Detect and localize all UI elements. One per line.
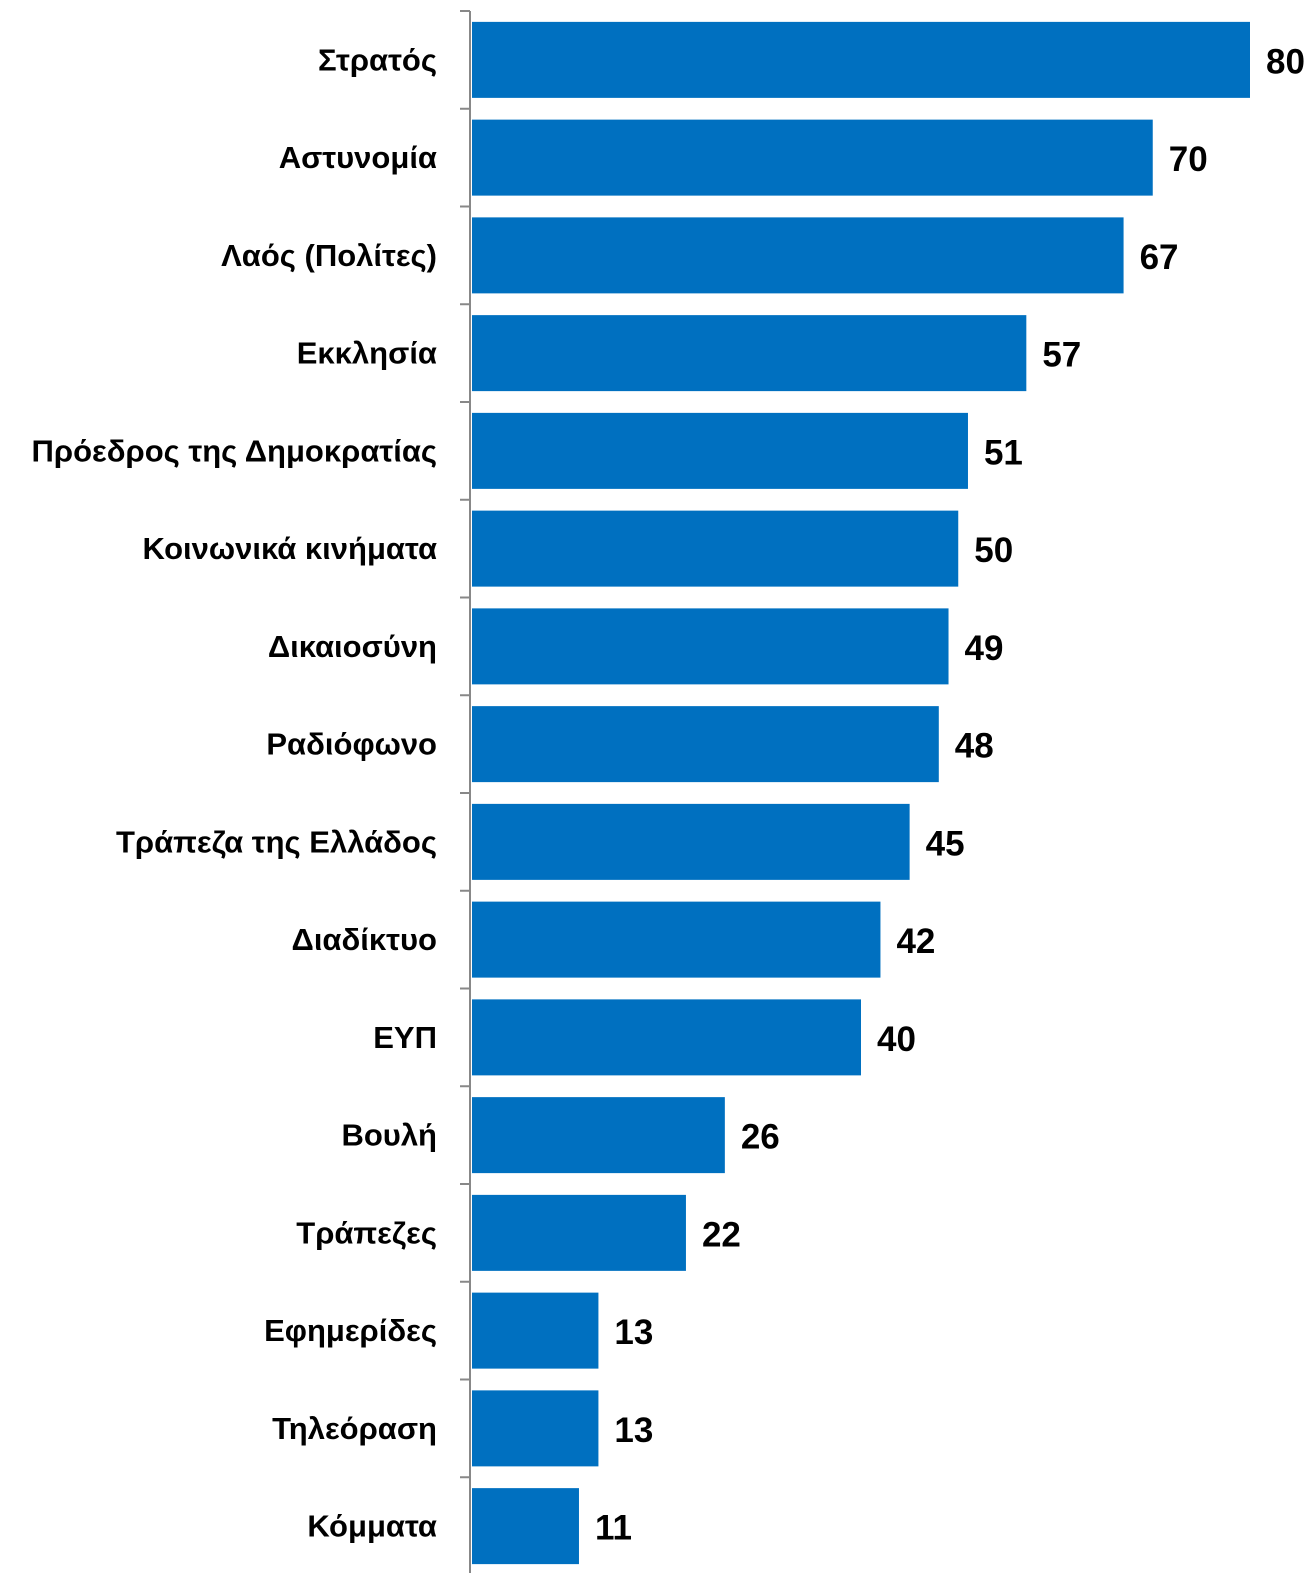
bar [472, 21, 1250, 98]
data-label: 70 [1169, 140, 1208, 179]
category-label: Βουλή [341, 1118, 437, 1153]
data-label: 26 [741, 1118, 780, 1157]
bar [472, 999, 861, 1076]
category-label: Λαός (Πολίτες) [221, 238, 437, 273]
labels-layer: Στρατός 80 Αστυνομία 70 Λαός (Πολίτες) 67 Εκκλ… [32, 42, 1305, 1547]
data-label: 45 [926, 824, 965, 863]
category-label: Κοινωνικά κινήματα [142, 531, 437, 566]
data-label: 13 [614, 1411, 653, 1450]
category-label: Τράπεζα της Ελλάδος [116, 824, 437, 859]
bar [472, 412, 968, 489]
data-label: 22 [702, 1215, 741, 1254]
data-label: 67 [1140, 238, 1179, 277]
category-axis [460, 10, 471, 1576]
data-label: 42 [896, 922, 935, 961]
bar [472, 706, 939, 783]
data-label: 51 [984, 433, 1023, 472]
category-label: Ραδιόφωνο [266, 727, 437, 762]
bar [472, 119, 1153, 196]
data-label: 40 [877, 1020, 916, 1059]
bars-layer [472, 21, 1250, 1565]
category-label: Διαδίκτυο [292, 922, 437, 957]
data-label: 57 [1042, 336, 1081, 375]
bar [472, 901, 881, 978]
category-label: Εφημερίδες [264, 1313, 437, 1348]
bar [472, 1194, 686, 1271]
data-label: 48 [955, 727, 994, 766]
category-label: Αστυνομία [279, 140, 437, 175]
bar [472, 1097, 725, 1174]
category-label: Πρόεδρος της Δημοκρατίας [32, 433, 437, 468]
bar [472, 1292, 599, 1369]
bar [472, 1390, 599, 1467]
category-label: Δικαιοσύνη [268, 629, 437, 664]
category-label: ΕΥΠ [373, 1020, 437, 1055]
bar [472, 608, 949, 685]
bar [472, 217, 1124, 294]
data-label: 13 [614, 1313, 653, 1352]
bar [472, 1488, 579, 1565]
bar [472, 315, 1027, 392]
data-label: 80 [1266, 42, 1305, 81]
category-label: Κόμματα [307, 1509, 437, 1544]
bar [472, 510, 959, 587]
category-label: Τράπεζες [296, 1215, 437, 1250]
category-label: Εκκλησία [297, 336, 437, 371]
category-label: Στρατός [318, 42, 437, 77]
data-label: 49 [965, 629, 1004, 668]
category-label: Τηλεόραση [272, 1411, 437, 1446]
data-label: 11 [595, 1509, 632, 1548]
bar [472, 803, 910, 880]
data-label: 50 [974, 531, 1013, 570]
